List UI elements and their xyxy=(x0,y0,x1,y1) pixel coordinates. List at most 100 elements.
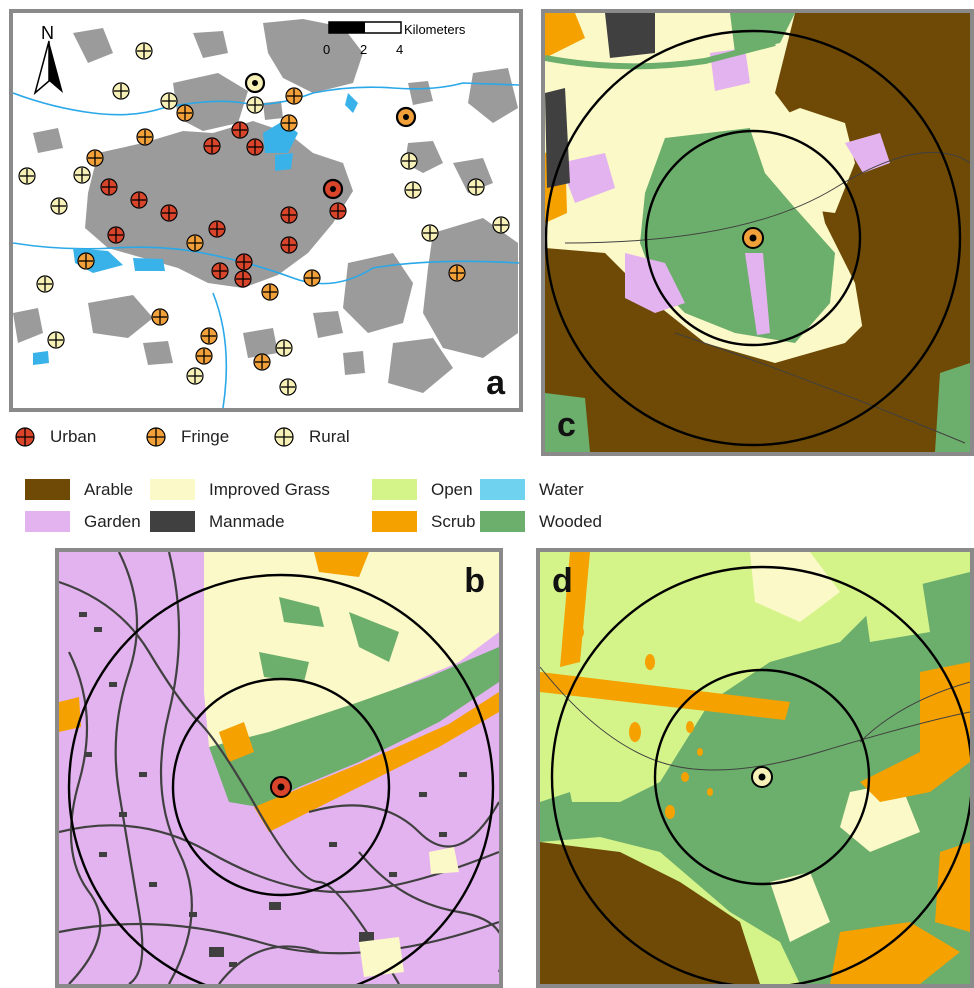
rural-site-marker xyxy=(751,766,773,788)
inner-buffer-ring xyxy=(653,668,871,886)
improved-grass-area xyxy=(204,552,499,752)
urban-site-marker xyxy=(211,262,229,280)
outer-buffer-ring xyxy=(67,573,495,984)
fringe-site-marker xyxy=(136,128,154,146)
improved-grass-area xyxy=(770,872,830,942)
arable-area xyxy=(540,842,760,984)
legend-arable-label: Arable xyxy=(84,479,134,499)
scrub-area xyxy=(540,672,790,720)
legend-open-label: Open xyxy=(431,479,473,499)
rural-site-marker xyxy=(404,181,422,199)
legend-improved-grass: Improved Grass xyxy=(150,479,330,500)
panel-a-label: a xyxy=(486,364,505,402)
legend-urban: Urban xyxy=(14,426,96,448)
panel-d-rural-landcover: d xyxy=(536,548,974,988)
improved-grass-area xyxy=(429,847,459,874)
legend-open: Open xyxy=(372,479,473,500)
wooded-area xyxy=(259,652,309,682)
scrub-area xyxy=(314,552,369,577)
fringe-site-marker xyxy=(200,327,218,345)
rural-site-marker xyxy=(186,367,204,385)
arable-swatch xyxy=(25,479,70,500)
fringe-site-marker xyxy=(280,114,298,132)
rural-site-marker xyxy=(160,92,178,110)
scrub-area xyxy=(830,922,960,984)
panel-a-site-map: N Kilometers 0 2 4 a xyxy=(9,9,523,412)
arable-area xyxy=(545,248,970,452)
rural-site-marker xyxy=(36,275,54,293)
river xyxy=(13,82,519,408)
wooded-area xyxy=(730,13,795,53)
rural-site-marker xyxy=(18,167,36,185)
inner-buffer-ring xyxy=(644,129,862,347)
legend-scrub: Scrub xyxy=(372,511,475,532)
rural-site-marker xyxy=(135,42,153,60)
rural-site-marker xyxy=(467,178,485,196)
garden-area xyxy=(845,133,890,173)
improved-grass-area xyxy=(840,782,920,852)
scale-tick-0: 0 xyxy=(323,42,330,57)
improved-grass-area xyxy=(359,937,404,977)
urban-site-marker xyxy=(246,138,264,156)
fringe-site-icon xyxy=(146,427,166,447)
rural-site-marker xyxy=(421,224,439,242)
urban-site-marker xyxy=(235,253,253,271)
rural-site-marker xyxy=(112,82,130,100)
fringe-site-marker xyxy=(151,308,169,326)
inner-buffer-ring xyxy=(171,677,391,897)
scrub-area xyxy=(860,662,970,802)
legend-manmade: Manmade xyxy=(150,511,285,532)
legend-scrub-label: Scrub xyxy=(431,511,476,531)
panel-c-label: c xyxy=(557,406,576,444)
fringe-landcover-svg xyxy=(545,13,970,452)
selected-urban-site-marker xyxy=(322,178,344,200)
panel-d-label: d xyxy=(552,562,573,600)
manmade-swatch xyxy=(150,511,195,532)
urban-site-marker xyxy=(234,270,252,288)
legend-wooded-label: Wooded xyxy=(539,511,603,531)
wooded-area xyxy=(545,393,590,452)
rural-site-icon xyxy=(274,427,294,447)
improved-grass-swatch xyxy=(150,479,195,500)
fringe-site-marker xyxy=(176,104,194,122)
rural-site-marker xyxy=(279,378,297,396)
urban-landcover-svg xyxy=(59,552,499,984)
urban-site-marker xyxy=(130,191,148,209)
scrub-area xyxy=(545,13,585,58)
legend-fringe-label: Fringe xyxy=(181,427,230,446)
improved-grass-area xyxy=(750,552,840,622)
buildings xyxy=(79,612,467,967)
scrub-patches xyxy=(576,626,713,819)
urban-site-marker xyxy=(280,236,298,254)
rural-landcover-svg xyxy=(540,552,970,984)
fringe-site-marker xyxy=(253,353,271,371)
urban-site-marker xyxy=(107,226,125,244)
urban-site-marker xyxy=(100,178,118,196)
rural-site-marker xyxy=(275,339,293,357)
urban-site-marker xyxy=(329,202,347,220)
scale-tick-2: 2 xyxy=(360,42,367,57)
outer-buffer-ring xyxy=(545,29,962,447)
rural-site-marker xyxy=(492,216,510,234)
urban-site-marker xyxy=(280,206,298,224)
fringe-site-marker xyxy=(285,87,303,105)
legend-improved-grass-label: Improved Grass xyxy=(209,479,330,499)
scale-bar xyxy=(328,21,402,34)
manmade-area xyxy=(545,88,570,188)
panel-b-label: b xyxy=(464,562,485,600)
urban-site-icon xyxy=(15,427,35,447)
fringe-site-marker xyxy=(742,227,764,249)
urban-site-marker xyxy=(208,220,226,238)
scrub-area xyxy=(254,692,499,832)
legend-water-label: Water xyxy=(539,479,584,499)
wooded-area xyxy=(935,363,970,452)
urban-site-marker xyxy=(203,137,221,155)
water-swatch xyxy=(480,479,525,500)
manmade-area xyxy=(605,13,655,58)
site-map-svg: N Kilometers 0 2 4 xyxy=(13,13,519,408)
wooded-area xyxy=(640,128,835,343)
selected-rural-site-marker xyxy=(244,72,266,94)
legend-garden-label: Garden xyxy=(84,511,141,531)
site-markers xyxy=(18,42,510,396)
north-label: N xyxy=(41,23,54,43)
